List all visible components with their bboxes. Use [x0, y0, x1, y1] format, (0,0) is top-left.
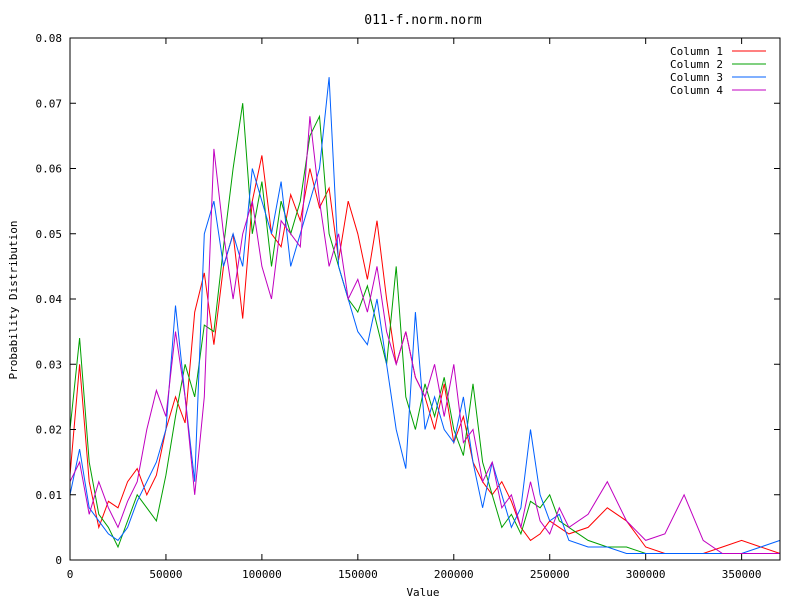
x-tick-label: 150000: [338, 568, 378, 581]
x-axis-label: Value: [406, 586, 439, 599]
x-tick-label: 100000: [242, 568, 282, 581]
y-tick-label: 0: [55, 554, 62, 567]
y-tick-label: 0.05: [36, 228, 63, 241]
x-tick-label: 200000: [434, 568, 474, 581]
y-tick-label: 0.04: [36, 293, 63, 306]
legend-label: Column 1: [670, 45, 723, 58]
legend-label: Column 3: [670, 71, 723, 84]
chart-title: 011-f.norm.norm: [364, 13, 482, 28]
x-tick-label: 350000: [722, 568, 762, 581]
x-tick-label: 250000: [530, 568, 570, 581]
y-tick-label: 0.01: [36, 489, 63, 502]
series-line-column-1: [69, 155, 781, 554]
legend-label: Column 4: [670, 84, 723, 97]
x-tick-label: 300000: [626, 568, 666, 581]
x-tick-label: 50000: [149, 568, 182, 581]
y-tick-label: 0.02: [36, 424, 63, 437]
y-tick-label: 0.06: [36, 163, 63, 176]
x-tick-label: 0: [67, 568, 74, 581]
y-tick-label: 0.08: [36, 32, 63, 45]
legend-label: Column 2: [670, 58, 723, 71]
y-axis-label: Probability Distribution: [7, 221, 20, 380]
series-line-column-4: [69, 116, 780, 554]
plot-area: [69, 77, 781, 554]
plot-frame: [69, 37, 781, 561]
series-line-column-3: [69, 77, 781, 554]
y-tick-label: 0.03: [36, 358, 63, 371]
series-line-column-2: [69, 103, 780, 554]
y-tick-label: 0.07: [36, 97, 63, 110]
axes: 0 50000 100000 150000 200000 250000 300000 3500…: [36, 32, 780, 581]
